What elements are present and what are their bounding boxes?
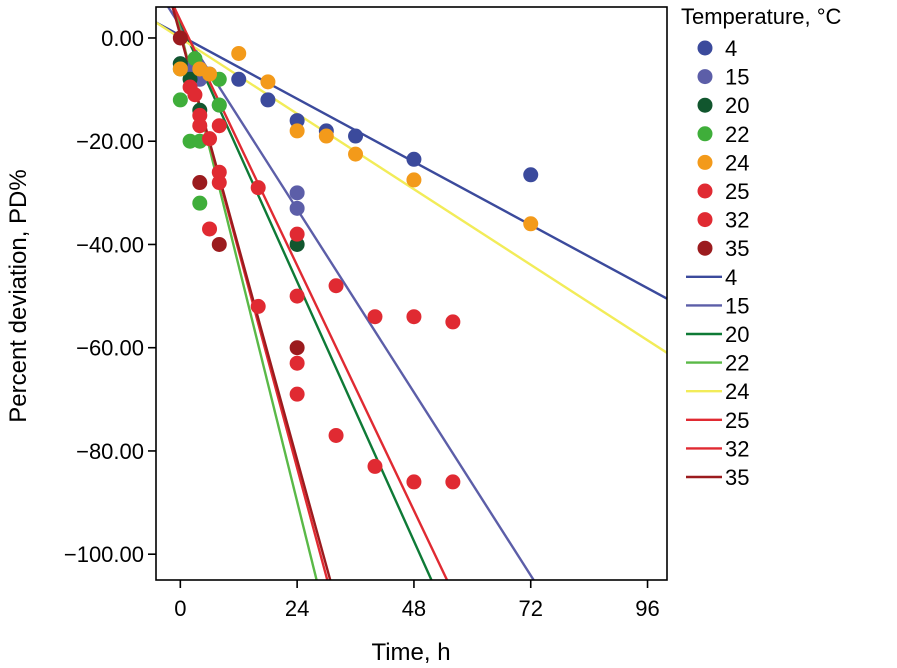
point-25-5-6 [289, 226, 305, 242]
point-25-5-4 [211, 164, 227, 180]
point-25-5-8 [328, 278, 344, 294]
x-tick-label-48: 48 [402, 596, 426, 621]
legend-line-label-20-2: 20 [725, 322, 749, 347]
point-24-4-4 [260, 74, 276, 90]
legend-marker-25-5 [697, 183, 713, 199]
legend-label-15-1: 15 [725, 65, 749, 90]
point-24-4-8 [406, 172, 422, 188]
legend-marker-32-6 [697, 212, 713, 228]
legend-line-label-22-3: 22 [725, 351, 749, 376]
point-32-6-4 [250, 298, 266, 314]
point-35-7-1 [192, 175, 208, 191]
point-22-3-5 [192, 195, 208, 211]
point-32-6-9 [406, 474, 422, 490]
point-25-5-7 [289, 288, 305, 304]
point-25-5-5 [250, 180, 266, 196]
point-4-0-4 [260, 92, 276, 108]
point-32-6-1 [192, 118, 208, 134]
legend-marker-24-4 [697, 154, 713, 170]
point-4-0-3 [231, 71, 247, 87]
legend-marker-22-3 [697, 126, 713, 142]
y-tick-label-4: −80.00 [76, 439, 144, 464]
point-4-0-7 [348, 128, 364, 144]
point-25-5-2 [202, 131, 218, 147]
y-tick-label-0: 0.00 [101, 26, 144, 51]
legend-label-20-2: 20 [725, 93, 749, 118]
legend-label-32-6: 32 [725, 208, 749, 233]
data-points [172, 30, 539, 490]
point-4-0-5 [289, 113, 305, 129]
legend-label-25-5: 25 [725, 179, 749, 204]
point-4-0-8 [406, 151, 422, 167]
fit-lines [156, 7, 667, 580]
y-tick-label-2: −40.00 [76, 232, 144, 257]
point-25-5-9 [367, 309, 383, 325]
fit-line-15-1 [167, 7, 535, 580]
point-25-5-11 [445, 314, 461, 330]
point-22-3-6 [211, 97, 227, 113]
point-32-6-8 [367, 458, 383, 474]
legend-label-4-0: 4 [725, 36, 737, 61]
legend-marker-35-7 [697, 240, 713, 256]
point-25-5-3 [211, 118, 227, 134]
y-axis-title: Percent deviation, PD% [5, 169, 32, 422]
fit-line-25-5 [172, 7, 449, 580]
plot-frame [155, 6, 668, 581]
point-32-6-0 [187, 87, 203, 103]
legend: Temperature, °C 4 15 20 22 24 25 32 35 4 15 20 22 24… [681, 4, 842, 490]
point-32-6-2 [202, 221, 218, 237]
x-axis: 0 24 48 72 96 [174, 580, 660, 621]
x-tick-label-0: 0 [174, 596, 186, 621]
legend-line-label-25-5: 25 [725, 408, 749, 433]
x-tick-label-24: 24 [285, 596, 309, 621]
legend-line-label-15-1: 15 [725, 293, 749, 318]
x-axis-title: Time, h [371, 639, 450, 666]
point-20-2-3 [289, 236, 305, 252]
legend-line-label-35-7: 35 [725, 465, 749, 490]
fit-line-35-7 [171, 7, 332, 580]
point-24-4-6 [318, 128, 334, 144]
point-32-6-10 [445, 474, 461, 490]
legend-marker-4-0 [697, 40, 713, 56]
legend-line-label-4-0: 4 [725, 265, 737, 290]
point-15-1-3 [289, 185, 305, 201]
fit-line-24-4 [156, 21, 667, 354]
point-24-4-2 [202, 66, 218, 82]
y-tick-label-5: −100.00 [64, 542, 144, 567]
legend-label-22-3: 22 [725, 122, 749, 147]
point-24-4-7 [348, 146, 364, 162]
point-32-6-7 [328, 427, 344, 443]
y-tick-label-3: −60.00 [76, 336, 144, 361]
x-tick-label-96: 96 [635, 596, 659, 621]
point-35-7-2 [211, 236, 227, 252]
y-axis: 0.00 −20.00 −40.00 −60.00 −80.00 −100.00 [64, 26, 156, 567]
point-24-4-0 [172, 61, 188, 77]
point-24-4-5 [289, 123, 305, 139]
point-32-6-6 [289, 386, 305, 402]
legend-label-24-4: 24 [725, 150, 749, 175]
y-tick-label-1: −20.00 [76, 129, 144, 154]
point-32-6-3 [211, 175, 227, 191]
point-25-5-1 [192, 107, 208, 123]
point-25-5-10 [406, 309, 422, 325]
point-35-7-3 [289, 340, 305, 356]
point-24-4-9 [523, 216, 539, 232]
legend-marker-15-1 [697, 69, 713, 85]
point-32-6-5 [289, 355, 305, 371]
point-35-7-0 [172, 30, 188, 46]
point-22-3-1 [172, 92, 188, 108]
legend-line-label-32-6: 32 [725, 436, 749, 461]
legend-marker-20-2 [697, 97, 713, 113]
point-4-0-9 [523, 167, 539, 183]
legend-title: Temperature, °C [681, 4, 842, 29]
point-24-4-3 [231, 45, 247, 61]
point-15-1-4 [289, 200, 305, 216]
x-tick-label-72: 72 [518, 596, 542, 621]
legend-label-35-7: 35 [725, 236, 749, 261]
legend-line-label-24-4: 24 [725, 379, 749, 404]
